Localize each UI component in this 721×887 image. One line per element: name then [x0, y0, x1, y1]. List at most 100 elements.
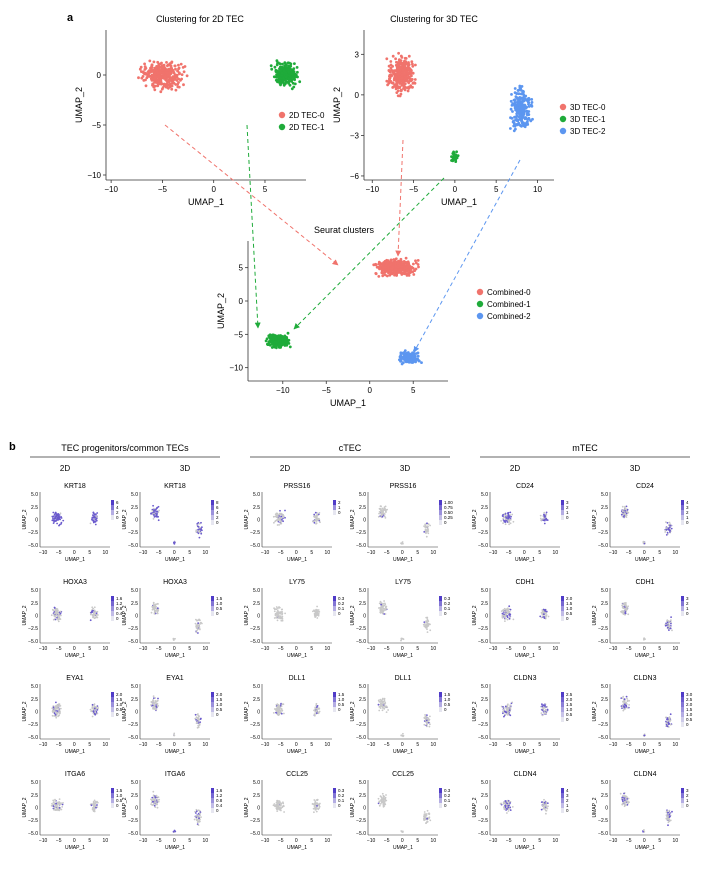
data-point [152, 60, 156, 64]
y-tick-label: 0 [485, 518, 488, 524]
x-tick-label: 5 [88, 550, 91, 556]
feature-plot-dll1: DLL1−10 −5 0 5 105.02.50−2.5−5.0UMAP_1UMAP_2… [244, 675, 345, 755]
x-tick-label: −5 [56, 550, 62, 556]
expression-point [669, 529, 671, 532]
expression-point [155, 606, 158, 608]
expression-point [275, 708, 278, 711]
data-point [269, 64, 273, 68]
scale-label: 0.8 [116, 606, 123, 611]
expression-point [666, 531, 669, 534]
expression-point [669, 713, 672, 716]
data-point [286, 331, 290, 335]
data-point [295, 66, 299, 69]
data-point [450, 155, 453, 159]
expression-point [642, 542, 645, 544]
x-tick-label: −10 [261, 646, 270, 652]
data-point [510, 103, 514, 107]
expression-point [377, 797, 380, 800]
expression-point [277, 607, 279, 610]
feature-plot-ly75: LY75−10 −5 0 5 105.02.50−2.5−5.0UMAP_1UMAP_2… [350, 579, 451, 659]
expression-point [55, 715, 57, 718]
expression-point [506, 812, 508, 814]
scale-swatch [211, 788, 214, 793]
expression-point [667, 620, 670, 622]
data-point [161, 65, 165, 69]
x-tick-label: −5 [506, 550, 512, 556]
gene-name: CD24 [516, 483, 534, 490]
scale-swatch [333, 500, 336, 505]
x-tick-label: −5 [626, 646, 632, 652]
gene-name: EYA1 [166, 675, 183, 682]
expression-point [280, 616, 283, 619]
scale-swatch [211, 515, 214, 520]
plot-title: Seurat clusters [314, 225, 375, 235]
expression-point [313, 521, 316, 524]
expression-point [378, 511, 381, 513]
data-point [400, 271, 404, 275]
expression-point [193, 818, 196, 821]
expression-point [382, 509, 385, 512]
expression-point [423, 531, 426, 533]
y-tick-label: 2.5 [131, 793, 138, 799]
expression-point [502, 609, 504, 612]
x-tick-label: −10 [365, 185, 379, 194]
data-point [417, 359, 421, 363]
data-point [177, 66, 181, 70]
data-point [397, 72, 401, 76]
y-tick-label: −5.0 [250, 831, 260, 837]
expression-point [508, 800, 511, 803]
data-point [406, 71, 410, 75]
data-point [509, 107, 513, 111]
expression-point [151, 510, 154, 512]
expression-point [426, 720, 429, 723]
data-point [167, 73, 171, 77]
data-point [156, 71, 159, 75]
expression-point [426, 530, 428, 533]
x-tick-label: −10 [609, 646, 618, 652]
expression-point [93, 805, 95, 807]
expression-point [277, 611, 280, 613]
data-point [282, 69, 286, 73]
scale-label: 1.5 [338, 692, 345, 697]
expression-point [506, 707, 508, 710]
scale-swatch [211, 606, 214, 611]
expression-point [665, 720, 667, 723]
data-point [162, 68, 166, 71]
data-point [526, 122, 529, 125]
expression-point [151, 608, 154, 611]
data-point [144, 84, 148, 88]
expression-point [55, 519, 58, 522]
data-point [152, 68, 156, 72]
x-tick-label: −5 [278, 838, 284, 844]
expression-point [279, 807, 281, 809]
y-tick-label: −5.0 [356, 543, 366, 549]
data-point [509, 127, 512, 130]
expression-point [152, 706, 155, 709]
data-point [153, 73, 157, 76]
scale-swatch [681, 520, 684, 525]
y-tick-label: 2.5 [131, 505, 138, 511]
scale-label: 0.1 [444, 606, 451, 611]
data-point [512, 129, 516, 133]
expression-point [624, 612, 627, 615]
expression-point [625, 605, 628, 608]
scale-label: 0.25 [444, 515, 453, 520]
data-point [144, 78, 147, 82]
expression-point [96, 804, 98, 806]
data-point [523, 122, 526, 125]
expression-point [426, 817, 428, 820]
expression-point [195, 531, 198, 533]
expression-point [277, 710, 279, 713]
data-point [404, 60, 408, 64]
expression-point [509, 522, 512, 525]
x-tick-label: −10 [367, 646, 376, 652]
expression-point [54, 616, 57, 618]
scale-swatch [211, 808, 214, 813]
scale-swatch [561, 702, 564, 707]
expression-point [506, 705, 509, 707]
expression-point [198, 817, 200, 820]
data-point [386, 260, 390, 263]
y-tick-label: 5.0 [131, 780, 138, 786]
expression-point [623, 700, 626, 703]
data-point [513, 102, 517, 106]
